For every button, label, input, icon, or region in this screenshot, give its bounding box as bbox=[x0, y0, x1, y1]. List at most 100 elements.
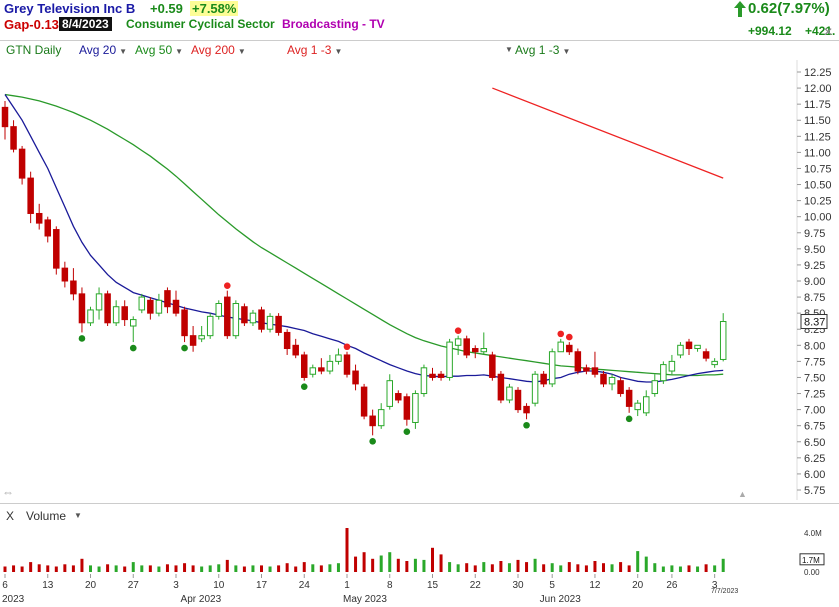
volume-bar-up bbox=[644, 556, 648, 572]
volume-bar-down bbox=[174, 565, 178, 572]
volume-bar-down bbox=[542, 564, 546, 572]
legend-avg1-b[interactable]: Avg 1 -3 ▼ bbox=[515, 43, 571, 57]
volume-tick-high: 4.0M bbox=[804, 529, 822, 538]
legend-avg20[interactable]: Avg 20 ▼ bbox=[79, 43, 128, 57]
volume-bar-down bbox=[525, 562, 529, 572]
candle-up bbox=[249, 312, 257, 324]
volume-bar-up bbox=[336, 563, 340, 572]
volume-bar-up bbox=[533, 558, 537, 572]
candle-down bbox=[685, 341, 693, 350]
swing-low-marker bbox=[369, 438, 376, 445]
volume-bar-down bbox=[191, 565, 195, 572]
volume-bar-down bbox=[465, 563, 469, 572]
candle-down bbox=[523, 405, 530, 414]
legend-avg1-a[interactable]: Avg 1 -3 ▼ bbox=[287, 43, 343, 57]
x-last-date: 7/7/2023 bbox=[711, 588, 738, 595]
volume-tick-zero: 0.00 bbox=[804, 568, 820, 577]
candle-down bbox=[172, 299, 180, 314]
candle-down bbox=[27, 177, 34, 214]
candle-up bbox=[206, 315, 214, 337]
candle-up bbox=[694, 344, 701, 350]
volume-bar-down bbox=[345, 528, 349, 572]
caret-down-icon[interactable]: ▼ bbox=[74, 511, 82, 520]
volume-bar-up bbox=[636, 551, 640, 572]
candle-up bbox=[531, 373, 539, 404]
x-tick-label: 8 bbox=[387, 580, 393, 591]
candle-up bbox=[548, 351, 556, 385]
volume-bar-down bbox=[29, 562, 33, 572]
volume-bar-down bbox=[12, 565, 16, 572]
x-tick-label: 1 bbox=[344, 580, 350, 591]
caret-down-icon: ▼ bbox=[175, 47, 184, 56]
candle-up bbox=[95, 293, 103, 311]
volume-bar-up bbox=[696, 566, 700, 572]
candle-up bbox=[309, 367, 317, 375]
y-tick-label: 9.00 bbox=[804, 276, 825, 288]
legend-avg50[interactable]: Avg 50 ▼ bbox=[135, 43, 184, 57]
swing-low-marker bbox=[403, 428, 411, 435]
volume-last-box bbox=[799, 553, 825, 566]
y-tick-label: 11.75 bbox=[804, 99, 831, 111]
volume-bar-down bbox=[431, 547, 434, 572]
x-tick-label: 22 bbox=[470, 580, 482, 591]
y-tick-label: 12.00 bbox=[804, 83, 832, 95]
volume-close-button[interactable]: X bbox=[6, 509, 15, 523]
candle-up bbox=[386, 380, 393, 407]
candle-down bbox=[437, 373, 445, 378]
y-tick-label: 5.75 bbox=[804, 485, 825, 497]
right-sub-change-1: +994.12 bbox=[748, 24, 792, 38]
candle-up bbox=[668, 360, 676, 372]
x-tick-label: 6 bbox=[2, 580, 8, 591]
volume-title: Volume bbox=[26, 509, 67, 523]
volume-bar-down bbox=[439, 554, 443, 572]
volume-bar-up bbox=[251, 565, 255, 572]
y-tick-label: 11.00 bbox=[804, 147, 831, 159]
candle-up bbox=[87, 309, 94, 324]
candle-down bbox=[514, 389, 522, 411]
volume-bar-down bbox=[285, 563, 289, 572]
volume-bar-down bbox=[687, 565, 691, 572]
volume-bar-up bbox=[721, 558, 725, 572]
candle-up bbox=[454, 338, 462, 346]
zoom-icon[interactable]: ⇔ bbox=[2, 485, 14, 499]
volume-bar-up bbox=[311, 564, 315, 572]
x-tick-label: 30 bbox=[512, 580, 524, 591]
volume-bar-down bbox=[80, 558, 84, 572]
price-change: +0.59 bbox=[150, 1, 183, 16]
y-tick-label: 9.25 bbox=[804, 260, 825, 272]
x-tick-label: 3 bbox=[173, 580, 179, 591]
scroll-up-icon[interactable]: ▲ bbox=[738, 489, 747, 499]
candle-up bbox=[677, 344, 684, 356]
swing-low-marker bbox=[181, 344, 188, 352]
legend-symbol[interactable]: GTN Daily bbox=[6, 43, 62, 57]
x-month-label: 2023 bbox=[2, 594, 25, 605]
x-tick-label: 5 bbox=[549, 580, 555, 591]
volume-bar-down bbox=[183, 563, 187, 572]
y-tick-label: 10.50 bbox=[804, 180, 832, 192]
industry-link[interactable]: Broadcasting - TV bbox=[282, 17, 385, 31]
sector-link[interactable]: Consumer Cyclical Sector bbox=[126, 17, 275, 31]
company-name: Grey Television Inc B bbox=[4, 1, 136, 16]
candle-down bbox=[318, 367, 325, 372]
candle-up bbox=[155, 299, 163, 314]
volume-bar-down bbox=[46, 565, 50, 572]
volume-bar-down bbox=[302, 562, 306, 572]
volume-bar-up bbox=[157, 566, 161, 572]
candle-down bbox=[617, 380, 624, 395]
close-icon[interactable]: ✕ bbox=[823, 25, 834, 39]
caret-down-icon[interactable]: ▼ bbox=[505, 45, 513, 54]
volume-bar-down bbox=[260, 565, 263, 572]
volume-bar-down bbox=[148, 565, 152, 572]
volume-bar-up bbox=[670, 565, 674, 572]
volume-bar-up bbox=[208, 565, 212, 572]
candle-up bbox=[660, 364, 667, 382]
volume-bar-up bbox=[448, 562, 452, 572]
candle-up bbox=[130, 319, 137, 327]
caret-down-icon: ▼ bbox=[119, 47, 128, 56]
volume-bar-down bbox=[37, 564, 41, 572]
legend-avg200[interactable]: Avg 200 ▼ bbox=[191, 43, 246, 57]
volume-bar-down bbox=[319, 565, 323, 572]
volume-bar-up bbox=[413, 558, 417, 572]
candle-down bbox=[429, 373, 436, 378]
